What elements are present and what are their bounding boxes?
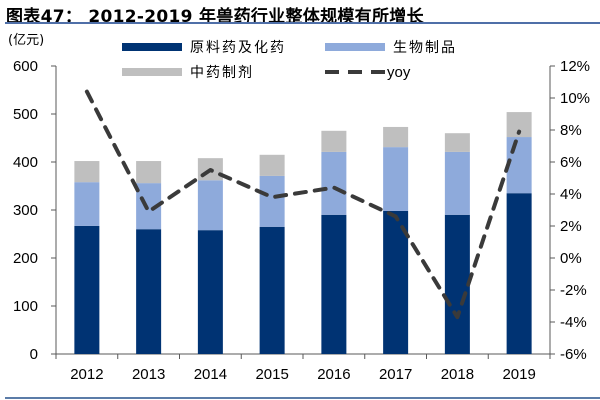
right-tick-label: 12% xyxy=(560,58,590,75)
bar-segment xyxy=(259,175,285,227)
legend-label: 中药制剂 xyxy=(190,65,254,81)
legend-label: yoy xyxy=(387,64,411,81)
bar-segment xyxy=(506,137,532,194)
bar-segment xyxy=(259,226,285,354)
bar-segment xyxy=(321,214,347,354)
bar-segment xyxy=(506,193,532,354)
legend-label: 原料药及化药 xyxy=(190,40,286,56)
bar-segment xyxy=(444,151,470,215)
legend-swatch xyxy=(325,43,385,51)
right-tick-label: 0% xyxy=(560,250,582,267)
bar-segment xyxy=(383,210,409,354)
x-tick-label: 2015 xyxy=(255,366,288,383)
right-tick-label: 10% xyxy=(560,90,590,107)
bar-segment xyxy=(74,182,100,226)
x-tick-label: 2013 xyxy=(132,366,165,383)
left-tick-label: 400 xyxy=(13,154,38,171)
right-tick-label: 6% xyxy=(560,154,582,171)
bar-segment xyxy=(136,161,162,184)
bar-segment xyxy=(383,126,409,148)
title-divider xyxy=(5,22,600,24)
x-tick-label: 2012 xyxy=(70,366,103,383)
x-tick-label: 2018 xyxy=(441,366,474,383)
bar-segment xyxy=(444,214,470,354)
yoy-line xyxy=(84,89,522,320)
x-tick-label: 2017 xyxy=(379,366,412,383)
bar-segment xyxy=(136,229,162,354)
bar-segment xyxy=(197,230,223,354)
left-tick-label: 100 xyxy=(13,298,38,315)
bottom-divider xyxy=(5,397,600,399)
legend-label: 生物制品 xyxy=(393,40,457,56)
right-tick-label: -4% xyxy=(560,314,587,331)
left-tick-label: 500 xyxy=(13,106,38,123)
right-tick-label: -6% xyxy=(560,346,587,363)
bar-segment xyxy=(321,151,347,215)
right-tick-label: -2% xyxy=(560,282,587,299)
y-axis-unit: (亿元) xyxy=(8,33,44,48)
x-tick-label: 2019 xyxy=(502,366,535,383)
bar-segment xyxy=(383,147,409,211)
bar-segment xyxy=(74,161,100,183)
left-tick-label: 300 xyxy=(13,202,38,219)
legend-swatch xyxy=(122,43,182,51)
bar-segment xyxy=(74,225,100,354)
left-tick-label: 600 xyxy=(13,58,38,75)
left-tick-label: 0 xyxy=(30,346,38,363)
right-tick-label: 8% xyxy=(560,122,582,139)
x-tick-label: 2016 xyxy=(317,366,350,383)
bar-segment xyxy=(259,154,285,176)
bar-segment xyxy=(197,180,223,231)
bar-segment xyxy=(444,133,470,152)
left-tick-label: 200 xyxy=(13,250,38,267)
right-tick-label: 4% xyxy=(560,186,582,203)
right-tick-label: 2% xyxy=(560,218,582,235)
x-tick-label: 2014 xyxy=(194,366,227,383)
bar-segment xyxy=(321,130,347,152)
legend-swatch xyxy=(122,68,182,76)
